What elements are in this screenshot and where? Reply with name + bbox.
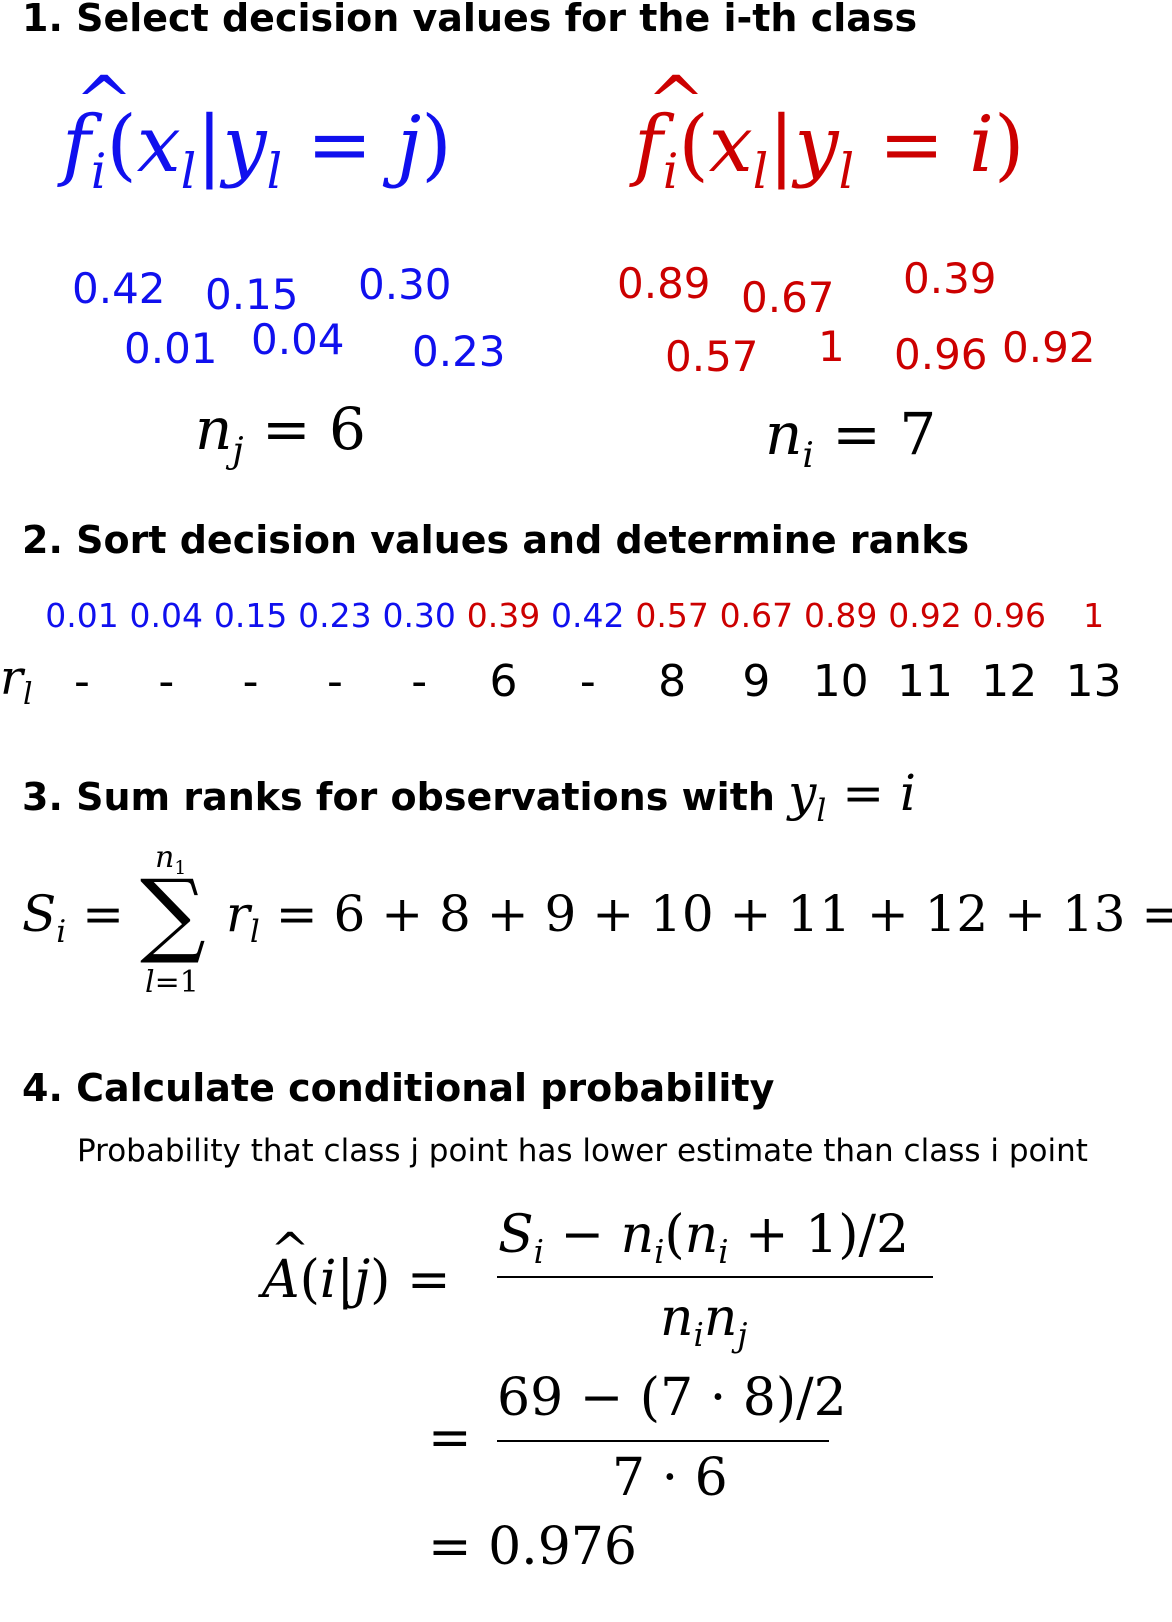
rank-label: rl — [0, 650, 33, 713]
red-value: 0.67 — [741, 273, 835, 322]
rank-sum-terms: rl = 6 + 8 + 9 + 10 + 11 + 12 + 13 = 69 — [226, 885, 1172, 950]
blue-value: 0.23 — [412, 327, 506, 376]
sorted-value: 0.01 — [45, 596, 119, 635]
red-function-label: fi(xl|yl = i) — [634, 61, 1024, 200]
auc-lhs: A(i|j) = — [262, 1224, 451, 1310]
sorted-value: 0.15 — [213, 596, 288, 635]
rank-value: 10 — [812, 656, 869, 707]
red-value: 0.96 — [894, 330, 988, 379]
fraction1-numerator: Si − ni(ni + 1)/2 — [498, 1205, 910, 1272]
nj-count: nj = 6 — [195, 395, 366, 471]
fraction2-numerator: 69 − (7 · 8)/2 — [497, 1368, 847, 1428]
rank-value: 12 — [981, 656, 1038, 707]
heading-4: 4. Calculate conditional probability — [22, 1066, 775, 1110]
red-value: 0.92 — [1002, 323, 1096, 372]
heading-3: 3. Sum ranks for observations with yl = … — [22, 764, 917, 829]
sum-lower-limit: l=1 — [145, 965, 199, 1000]
heading-2: 2. Sort decision values and determine ra… — [22, 518, 970, 562]
sorted-value: 0.04 — [129, 596, 204, 635]
red-value: 1 — [818, 322, 845, 371]
fraction1-denominator: ninj — [660, 1288, 748, 1355]
rank-value: - — [158, 656, 175, 707]
sorted-value: 0.96 — [972, 596, 1047, 635]
sum-upper-limit: n1 — [155, 840, 187, 879]
blue-value: 0.30 — [358, 260, 452, 309]
ni-count: ni = 7 — [765, 400, 937, 476]
probability-description: Probability that class j point has lower… — [77, 1133, 1088, 1169]
fraction1-bar — [497, 1276, 933, 1278]
sorted-value: 0.67 — [719, 596, 794, 635]
sorted-value: 1 — [1083, 596, 1105, 635]
blue-value: 0.04 — [251, 315, 345, 364]
sorted-value: 0.30 — [382, 596, 456, 635]
sorted-value: 0.42 — [551, 596, 625, 635]
rank-value: - — [411, 656, 428, 707]
fraction2-bar — [497, 1440, 829, 1442]
equals-sign: = — [428, 1408, 472, 1468]
rank-value: 11 — [897, 656, 953, 707]
red-value: 0.57 — [665, 332, 759, 381]
sorted-value: 0.89 — [803, 596, 878, 635]
red-value: 0.39 — [903, 254, 997, 303]
rank-value: - — [74, 656, 90, 707]
heading-1: 1. Select decision values for the i-th c… — [22, 0, 918, 40]
rank-sum-formula: Si = — [22, 885, 124, 950]
rank-value: - — [326, 656, 343, 707]
rank-value: - — [242, 656, 259, 707]
sorted-value: 0.39 — [466, 596, 541, 635]
blue-value: 0.15 — [205, 270, 299, 319]
fraction2-denominator: 7 · 6 — [612, 1448, 728, 1508]
blue-value: 0.42 — [72, 264, 166, 313]
blue-function-label: fi(xl|yl = j) — [62, 61, 452, 200]
sorted-value: 0.92 — [888, 596, 962, 635]
red-value: 0.89 — [617, 259, 711, 308]
blue-value: 0.01 — [124, 324, 218, 373]
rank-value: 6 — [489, 656, 518, 707]
final-result: = 0.976 — [428, 1517, 637, 1577]
rank-value: 9 — [742, 656, 771, 707]
rank-value: - — [579, 656, 596, 707]
rank-value: 13 — [1065, 656, 1122, 707]
sorted-value: 0.23 — [298, 596, 372, 635]
sorted-value: 0.57 — [635, 596, 709, 635]
sum-symbol: ∑ — [140, 860, 206, 967]
rank-value: 8 — [658, 656, 687, 707]
